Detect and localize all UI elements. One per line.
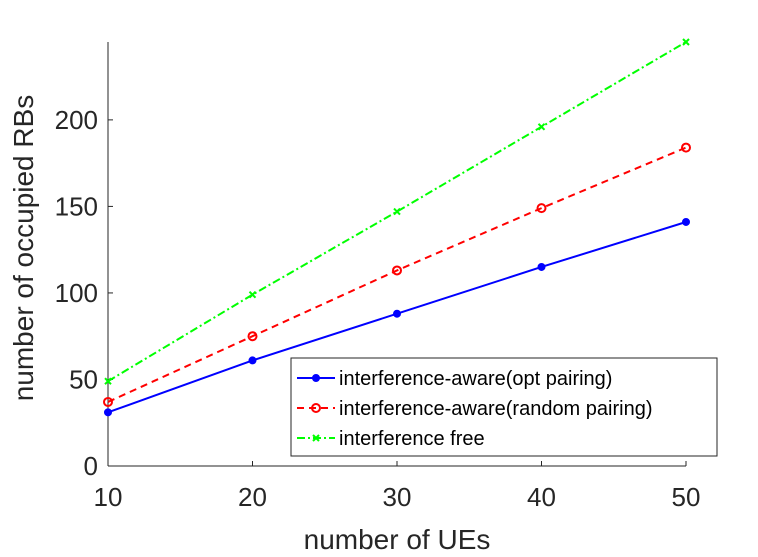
- y-tick-label: 150: [55, 191, 98, 221]
- x-tick-label: 40: [527, 482, 556, 512]
- y-tick-label: 200: [55, 105, 98, 135]
- legend-label: interference-aware(opt pairing): [339, 368, 612, 390]
- data-point: [681, 142, 691, 153]
- x-tick-label: 50: [672, 482, 701, 512]
- series-1: [104, 217, 690, 417]
- x-tick-label: 20: [238, 482, 267, 512]
- data-point: [393, 207, 401, 216]
- legend-marker: [312, 374, 320, 382]
- data-point: [248, 356, 257, 365]
- x-marker-stroke: [537, 123, 546, 131]
- x-marker-stroke: [682, 38, 690, 46]
- series-3: [104, 38, 690, 385]
- series-line: [107, 41, 687, 383]
- x-marker-stroke: [248, 290, 257, 299]
- x-tick-label: 10: [94, 482, 123, 512]
- legend-item: interference free: [297, 428, 485, 450]
- data-point: [393, 309, 401, 318]
- x-axis-label: number of UEs: [304, 524, 491, 555]
- data-point: [247, 331, 258, 342]
- tick-labels: 0 50 100 150 200 10 20 30 40 50: [55, 105, 701, 512]
- y-tick-label: 50: [69, 364, 98, 394]
- legend-item: interference-aware(random pairing): [297, 398, 652, 420]
- legend-label: interference-aware(random pairing): [339, 398, 652, 420]
- data-point: [682, 217, 690, 226]
- x-marker-stroke: [393, 207, 401, 216]
- data-point: [536, 203, 547, 214]
- data-point: [537, 123, 546, 131]
- legend-marker: [312, 434, 320, 442]
- y-tick-label: 0: [84, 451, 98, 481]
- data-point: [103, 396, 113, 407]
- legend-item: interference-aware(opt pairing): [297, 368, 612, 390]
- data-point: [248, 290, 257, 299]
- data-point: [392, 265, 402, 276]
- data-point: [682, 38, 690, 46]
- data-point: [537, 262, 546, 271]
- y-axis-label: number of occupied RBs: [8, 95, 39, 402]
- data-point: [104, 408, 112, 417]
- plot-area: [103, 38, 691, 417]
- data-point: [104, 377, 112, 385]
- x-marker-stroke: [104, 377, 112, 385]
- series-2: [103, 142, 691, 407]
- x-tick-label: 30: [383, 482, 412, 512]
- legend: interference-aware(opt pairing) interfere…: [290, 357, 718, 457]
- series-line: [107, 146, 687, 403]
- legend-box: [290, 357, 718, 457]
- legend-label: interference free: [339, 428, 485, 450]
- x-marker-stroke: [312, 434, 320, 442]
- axes: [107, 42, 687, 467]
- y-tick-label: 100: [55, 278, 98, 308]
- legend-marker: [311, 403, 321, 413]
